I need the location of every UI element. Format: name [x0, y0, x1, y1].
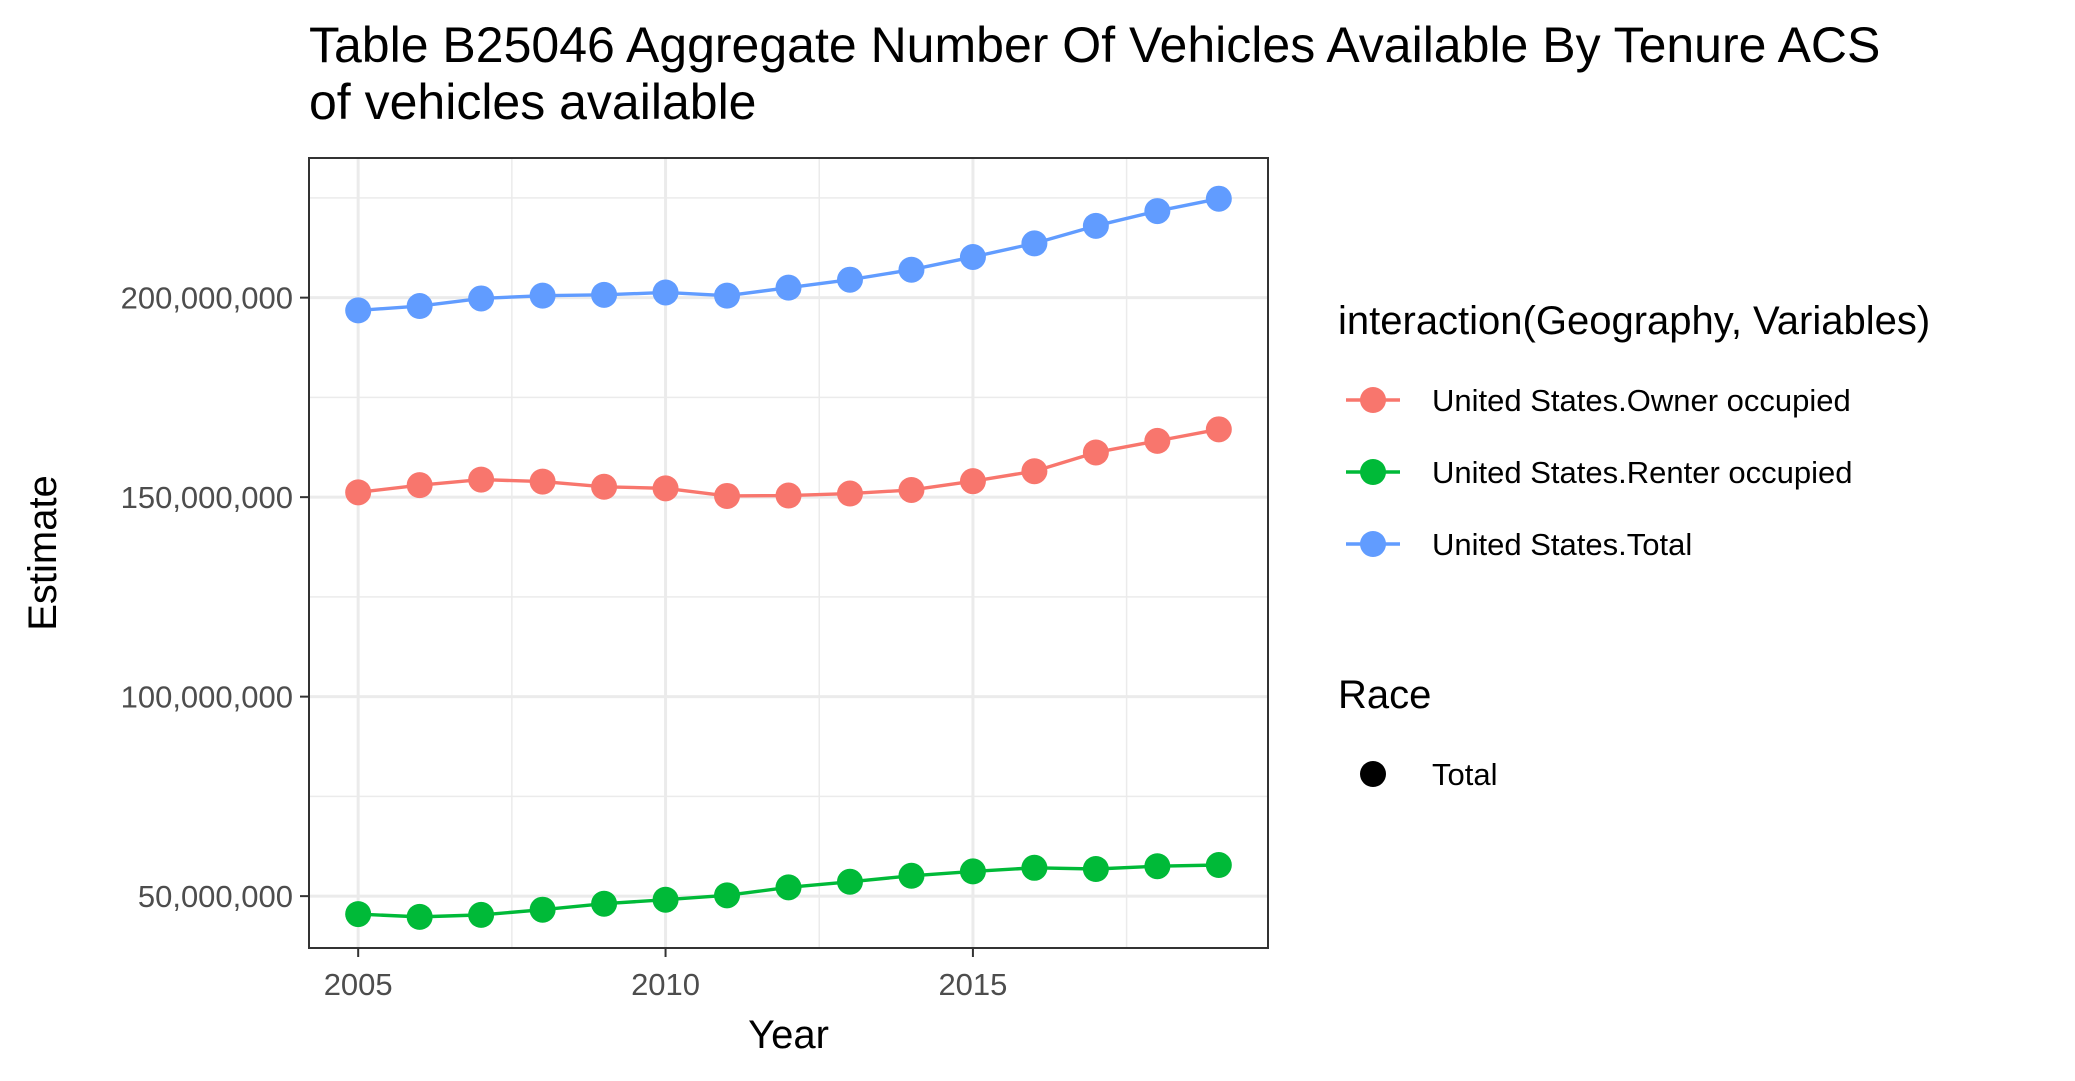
data-point [468, 285, 495, 312]
legend-item: United States.Total [1346, 527, 1692, 562]
legend-shape-label: Total [1432, 757, 1497, 792]
y-tick-label: 150,000,000 [121, 480, 293, 515]
data-point [1082, 856, 1109, 882]
data-point [529, 282, 556, 309]
data-point [714, 882, 741, 909]
data-point [1144, 427, 1171, 454]
data-point [345, 297, 372, 324]
data-point [468, 466, 495, 493]
data-point [591, 281, 618, 308]
data-point [652, 279, 679, 306]
legend-key-point [1360, 387, 1386, 413]
data-point [714, 482, 741, 509]
legend: interaction(Geography, Variables) Race U… [1338, 299, 1930, 792]
data-point [1205, 852, 1232, 879]
legend-item-label: United States.Renter occupied [1432, 455, 1852, 490]
y-tick-label: 50,000,000 [138, 879, 293, 914]
data-point [345, 479, 372, 506]
x-tick-label: 2010 [631, 967, 700, 1002]
legend-item-label: United States.Owner occupied [1432, 383, 1851, 418]
legend-item: United States.Owner occupied [1346, 383, 1851, 418]
legend-key-point [1360, 459, 1386, 485]
chart-title-line: Table B25046 Aggregate Number Of Vehicle… [309, 17, 1880, 73]
legend-color-title: interaction(Geography, Variables) [1338, 299, 1930, 343]
y-axis-title: Estimate [21, 475, 65, 631]
chart-title: Table B25046 Aggregate Number Of Vehicle… [309, 17, 1880, 130]
axes: 50,000,000 100,000,000 150,000,000 200,000,… [121, 281, 1008, 1002]
data-point [591, 473, 618, 500]
data-point [1144, 198, 1171, 225]
chart-title-line: of vehicles available [309, 74, 757, 130]
data-point [775, 482, 802, 509]
data-point [1082, 212, 1109, 239]
data-point [1021, 458, 1048, 485]
data-point [1144, 853, 1171, 880]
data-point [529, 468, 556, 495]
data-point [345, 901, 372, 928]
data-point [406, 903, 433, 930]
data-point [652, 886, 679, 913]
data-point [529, 896, 556, 923]
data-point [836, 266, 863, 293]
legend-item: United States.Renter occupied [1346, 455, 1852, 490]
y-tick-label: 100,000,000 [121, 680, 293, 715]
legend-shape-title: Race [1338, 673, 1431, 717]
y-tick-label: 200,000,000 [121, 281, 293, 316]
data-point [406, 293, 433, 320]
data-point [775, 874, 802, 901]
x-tick-label: 2005 [324, 967, 393, 1002]
data-point [652, 475, 679, 502]
data-point [898, 862, 925, 889]
data-point [898, 256, 925, 283]
data-point [836, 480, 863, 507]
data-point [1082, 439, 1109, 466]
series-layer [345, 185, 1232, 930]
legend-key-point [1360, 531, 1386, 557]
data-point [406, 472, 433, 499]
x-axis-title: Year [748, 1013, 829, 1057]
data-point [1205, 185, 1232, 212]
data-point [1021, 854, 1048, 881]
data-point [1205, 416, 1232, 443]
legend-shape-item: Total [1360, 757, 1497, 792]
data-point [1021, 230, 1048, 257]
data-point [591, 890, 618, 917]
data-point [898, 476, 925, 503]
series-0 [345, 416, 1232, 509]
x-tick-label: 2015 [938, 967, 1007, 1002]
data-point [959, 243, 986, 270]
data-point [959, 858, 986, 885]
data-point [959, 468, 986, 495]
data-point [836, 868, 863, 895]
legend-shape-key [1360, 761, 1386, 787]
series-2 [345, 185, 1232, 324]
data-point [714, 282, 741, 309]
plot-panel-border [308, 157, 1269, 949]
series-1 [345, 852, 1232, 930]
data-point [468, 901, 495, 928]
data-point [775, 274, 802, 301]
legend-item-label: United States.Total [1432, 527, 1692, 562]
